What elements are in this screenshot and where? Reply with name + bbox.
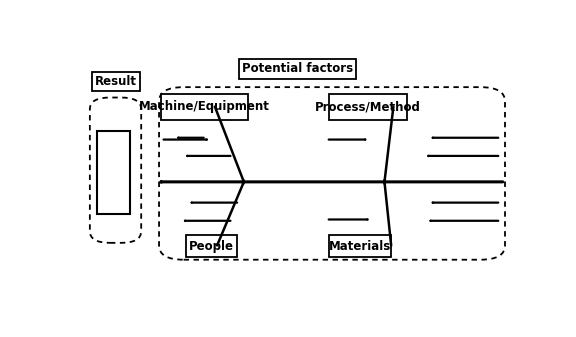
Text: Result: Result — [94, 75, 137, 88]
FancyBboxPatch shape — [186, 235, 237, 257]
Text: People: People — [189, 240, 234, 253]
Text: Machine/Equipment: Machine/Equipment — [139, 100, 270, 113]
Text: Potential factors: Potential factors — [242, 62, 353, 75]
FancyBboxPatch shape — [329, 94, 407, 120]
FancyBboxPatch shape — [329, 235, 391, 257]
FancyBboxPatch shape — [97, 131, 130, 214]
Text: Process/Method: Process/Method — [315, 100, 420, 113]
Text: Materials: Materials — [329, 240, 391, 253]
FancyBboxPatch shape — [161, 94, 248, 120]
